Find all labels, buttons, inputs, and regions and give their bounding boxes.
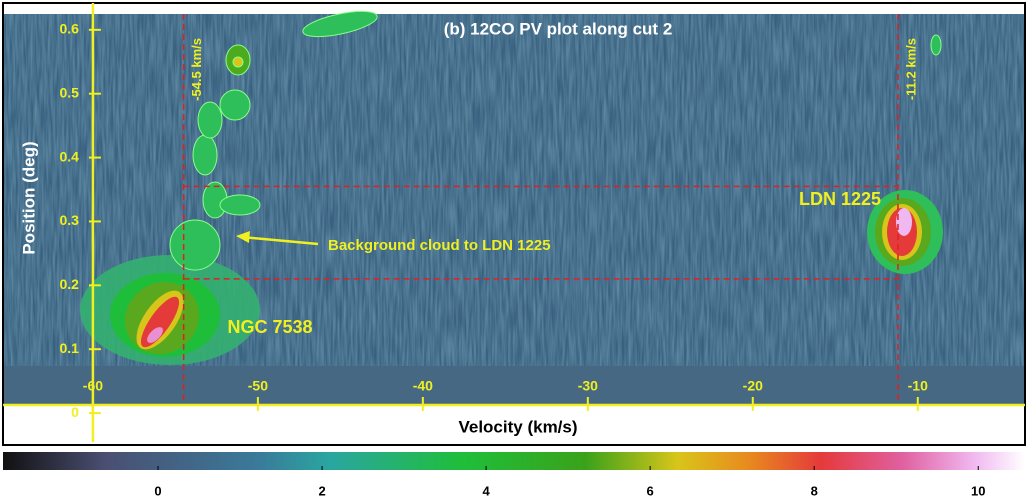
colorbar-tick-label: 2 bbox=[318, 483, 325, 498]
y-tick-label: 0.5 bbox=[59, 84, 79, 100]
chain-blobs bbox=[169, 10, 942, 271]
y-tick-label: 0.4 bbox=[59, 148, 79, 164]
annotation: Background cloud to LDN 1225 bbox=[328, 237, 551, 254]
emission bbox=[80, 10, 943, 365]
colorbar-tick-label: 10 bbox=[971, 483, 985, 498]
y-tick-label: 0.6 bbox=[59, 21, 79, 37]
y-tick-label: 0 bbox=[71, 404, 79, 420]
x-tick-label: -10 bbox=[908, 378, 928, 394]
colorbar-tick-label: 4 bbox=[482, 483, 490, 498]
x-tick-label: -60 bbox=[83, 378, 103, 394]
velocity-line-label: -54.5 km/s bbox=[189, 38, 204, 101]
colorbar-tick-label: 6 bbox=[647, 483, 654, 498]
colorbar bbox=[3, 452, 1025, 470]
ngc7538-blob bbox=[80, 255, 260, 365]
empty-band bbox=[4, 366, 1024, 405]
annotation: NGC 7538 bbox=[227, 317, 312, 337]
y-tick-label: 0.3 bbox=[59, 212, 79, 228]
x-tick-label: -30 bbox=[578, 378, 598, 394]
x-tick-label: -40 bbox=[413, 378, 433, 394]
chart-title: (b) 12CO PV plot along cut 2 bbox=[444, 19, 673, 38]
y-axis-label: Position (deg) bbox=[19, 141, 38, 254]
annotation-arrow bbox=[241, 235, 319, 246]
x-tick-label: -50 bbox=[248, 378, 268, 394]
y-tick-label: 0.1 bbox=[59, 340, 79, 356]
colorbar-tick-label: 0 bbox=[154, 483, 161, 498]
x-axis-label: Velocity (km/s) bbox=[458, 417, 577, 436]
ldn1225-blob bbox=[867, 190, 943, 274]
velocity-line-label: -11.2 km/s bbox=[903, 38, 918, 100]
y-tick-label: 0.2 bbox=[59, 276, 79, 292]
annotation-arrowhead bbox=[236, 231, 250, 243]
x-tick-label: -20 bbox=[743, 378, 763, 394]
annotation: LDN 1225 bbox=[799, 189, 881, 209]
colorbar-tick-label: 8 bbox=[811, 483, 818, 498]
